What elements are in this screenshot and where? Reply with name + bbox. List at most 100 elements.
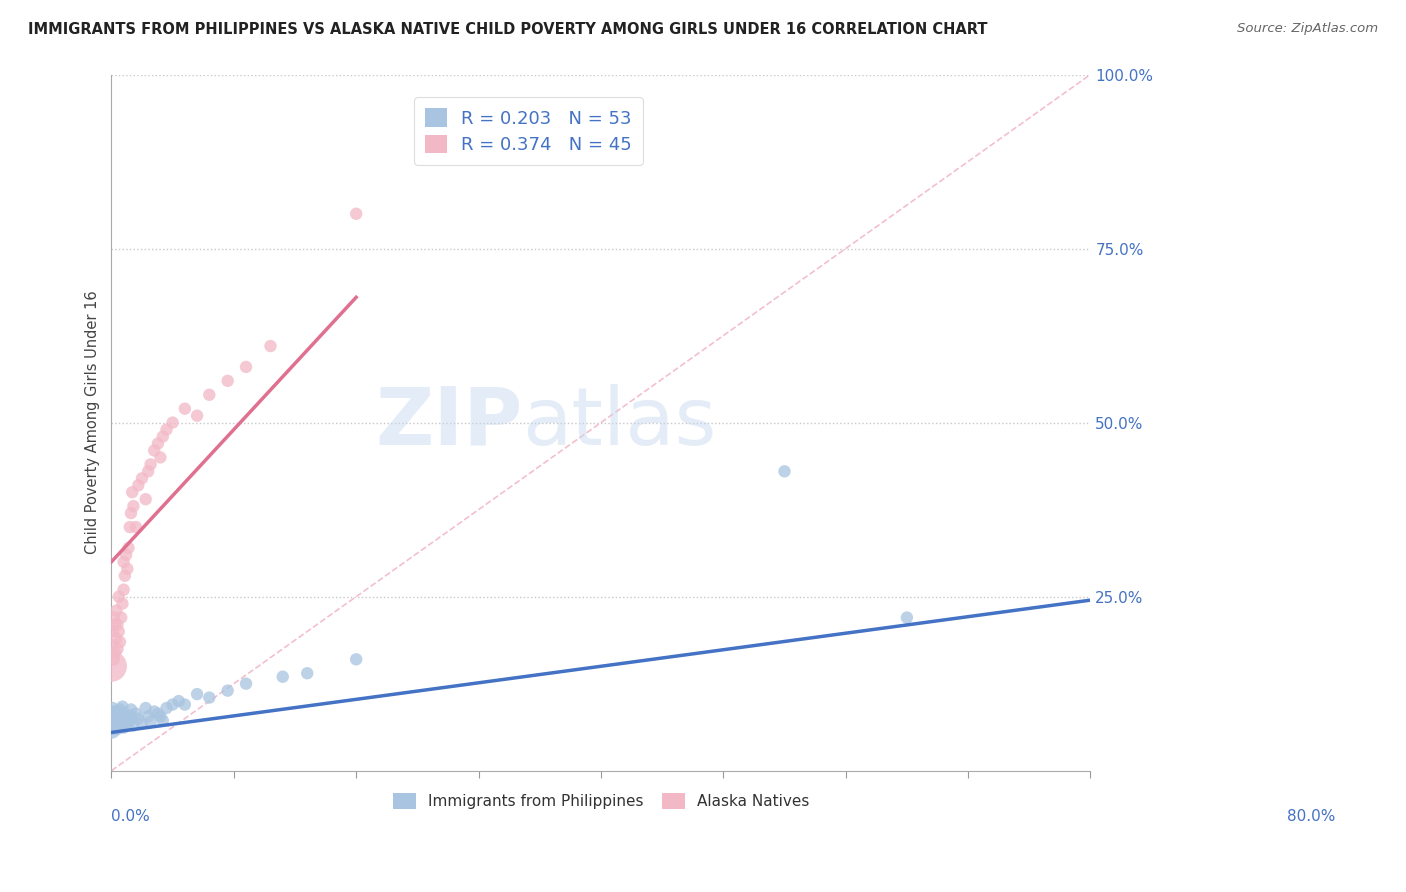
- Point: [108, 702, 131, 716]
- Point: [104, 617, 127, 632]
- Point: [235, 359, 257, 374]
- Point: [773, 464, 796, 478]
- Point: [114, 568, 136, 582]
- Point: [143, 443, 166, 458]
- Point: [344, 652, 367, 666]
- Point: [162, 698, 184, 712]
- Point: [105, 714, 128, 729]
- Point: [118, 520, 141, 534]
- Point: [112, 582, 135, 597]
- Text: Source: ZipAtlas.com: Source: ZipAtlas.com: [1237, 22, 1378, 36]
- Point: [107, 624, 129, 639]
- Point: [143, 705, 166, 719]
- Y-axis label: Child Poverty Among Girls Under 16: Child Poverty Among Girls Under 16: [86, 291, 100, 555]
- Point: [135, 492, 157, 507]
- Point: [108, 635, 131, 649]
- Point: [139, 714, 162, 729]
- Point: [271, 670, 294, 684]
- Point: [105, 604, 128, 618]
- Point: [103, 711, 125, 725]
- Point: [105, 705, 128, 719]
- Point: [107, 617, 129, 632]
- Point: [111, 699, 134, 714]
- Point: [173, 698, 195, 712]
- Point: [115, 709, 138, 723]
- Text: ZIP: ZIP: [375, 384, 523, 462]
- Point: [117, 541, 139, 555]
- Point: [198, 388, 221, 402]
- Point: [125, 520, 148, 534]
- Point: [107, 641, 129, 656]
- Point: [118, 714, 141, 728]
- Point: [120, 702, 142, 716]
- Point: [162, 416, 184, 430]
- Point: [122, 718, 145, 732]
- Point: [186, 409, 208, 423]
- Point: [117, 718, 139, 732]
- Point: [167, 694, 190, 708]
- Point: [117, 562, 139, 576]
- Point: [173, 401, 195, 416]
- Point: [104, 645, 127, 659]
- Point: [112, 555, 135, 569]
- Point: [101, 708, 124, 723]
- Point: [127, 711, 149, 725]
- Point: [108, 714, 131, 728]
- Point: [107, 716, 129, 731]
- Point: [139, 458, 162, 472]
- Point: [107, 590, 129, 604]
- Legend: Immigrants from Philippines, Alaska Natives: Immigrants from Philippines, Alaska Nati…: [387, 787, 815, 815]
- Point: [297, 666, 319, 681]
- Point: [101, 701, 124, 715]
- Point: [235, 676, 257, 690]
- Point: [101, 624, 124, 639]
- Point: [152, 714, 174, 728]
- Point: [131, 716, 153, 731]
- Point: [131, 471, 153, 485]
- Point: [114, 714, 136, 729]
- Point: [186, 687, 208, 701]
- Point: [103, 705, 125, 719]
- Point: [155, 423, 177, 437]
- Point: [149, 709, 172, 723]
- Point: [127, 478, 149, 492]
- Point: [115, 548, 138, 562]
- Point: [105, 632, 128, 646]
- Point: [100, 722, 122, 736]
- Point: [107, 711, 129, 725]
- Point: [125, 706, 148, 721]
- Point: [111, 597, 134, 611]
- Point: [107, 722, 129, 736]
- Point: [107, 706, 129, 721]
- Point: [104, 708, 127, 723]
- Point: [100, 659, 122, 673]
- Point: [146, 706, 169, 721]
- Point: [112, 706, 135, 721]
- Point: [259, 339, 281, 353]
- Point: [111, 709, 134, 723]
- Point: [344, 207, 367, 221]
- Point: [101, 714, 124, 729]
- Point: [146, 436, 169, 450]
- Point: [121, 485, 143, 500]
- Point: [110, 718, 132, 732]
- Point: [155, 701, 177, 715]
- Point: [122, 499, 145, 513]
- Point: [136, 709, 159, 723]
- Point: [112, 721, 135, 735]
- Point: [103, 722, 125, 736]
- Point: [117, 708, 139, 723]
- Point: [103, 610, 125, 624]
- Text: 0.0%: 0.0%: [111, 809, 150, 824]
- Point: [152, 429, 174, 443]
- Point: [110, 610, 132, 624]
- Text: atlas: atlas: [523, 384, 717, 462]
- Point: [198, 690, 221, 705]
- Point: [101, 639, 124, 653]
- Point: [149, 450, 172, 465]
- Point: [104, 718, 127, 732]
- Point: [121, 711, 143, 725]
- Text: IMMIGRANTS FROM PHILIPPINES VS ALASKA NATIVE CHILD POVERTY AMONG GIRLS UNDER 16 : IMMIGRANTS FROM PHILIPPINES VS ALASKA NA…: [28, 22, 987, 37]
- Point: [120, 506, 142, 520]
- Point: [217, 683, 239, 698]
